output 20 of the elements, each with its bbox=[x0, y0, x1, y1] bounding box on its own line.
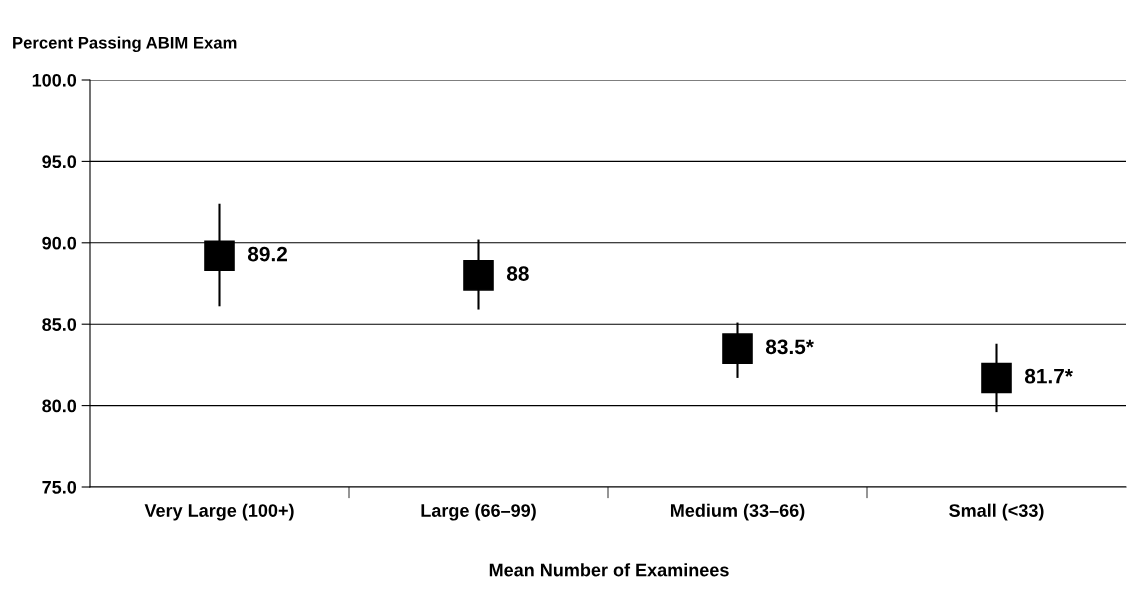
x-tick-label: Very Large (100+) bbox=[144, 503, 294, 521]
point bbox=[981, 362, 1012, 394]
y-axis-title: Percent Passing ABIM Exam bbox=[13, 36, 237, 52]
x-tick-label: Large (66–99) bbox=[421, 503, 536, 521]
y-tick-label: 90.0 bbox=[42, 236, 77, 250]
y-tick-label: 85.0 bbox=[42, 318, 77, 331]
x-tick-label: Medium (33–66) bbox=[670, 503, 805, 521]
y-tick-label: 95.0 bbox=[42, 155, 77, 169]
data-label: 83.5* bbox=[765, 339, 814, 355]
y-tick-label: 80.0 bbox=[42, 399, 77, 413]
point bbox=[463, 260, 494, 291]
y-tick-label: 75.0 bbox=[42, 480, 77, 494]
data-label: 81.7* bbox=[1024, 368, 1073, 384]
x-tick-label: Small (<33) bbox=[949, 503, 1044, 521]
data-label: 88 bbox=[506, 266, 529, 281]
point bbox=[722, 333, 753, 364]
data-label: 89.2 bbox=[247, 246, 287, 262]
y-tick-label: 100.0 bbox=[32, 73, 77, 87]
point bbox=[204, 240, 235, 272]
x-axis-title: Mean Number of Examinees bbox=[489, 563, 729, 577]
